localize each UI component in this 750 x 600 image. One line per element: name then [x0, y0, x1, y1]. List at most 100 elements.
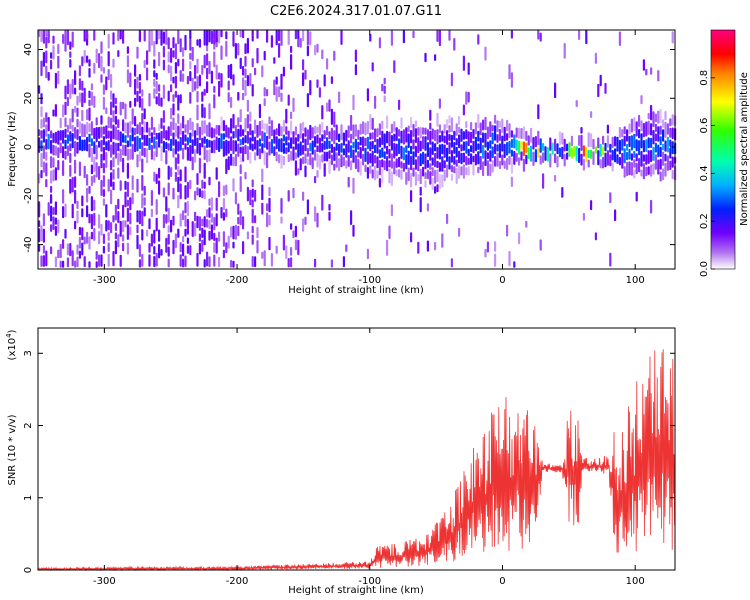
heatmap-cell	[213, 51, 216, 68]
colorbar-tick-label: 0.2	[699, 213, 710, 229]
heatmap-cell	[38, 244, 41, 252]
heatmap-cell	[122, 220, 125, 233]
heatmap-cell	[196, 173, 199, 185]
heatmap-cell	[66, 134, 69, 144]
heatmap-cell	[148, 41, 151, 52]
heatmap-cell	[458, 227, 461, 237]
heatmap-cell	[431, 141, 434, 155]
heatmap-cell	[285, 136, 288, 146]
heatmap-cell	[210, 213, 213, 223]
heatmap-cell	[234, 125, 237, 138]
snr-scale-exponent: 4	[5, 333, 13, 338]
heatmap-cell	[628, 161, 631, 176]
heatmap-cell	[323, 151, 326, 162]
heatmap-cell	[470, 153, 473, 165]
heatmap-cell	[393, 60, 396, 73]
heatmap-cell	[503, 126, 506, 142]
heatmap-cell	[69, 143, 72, 152]
heatmap-cell	[369, 33, 372, 42]
heatmap-cell	[225, 31, 228, 40]
heatmap-cell	[520, 151, 523, 161]
heatmap-cell	[614, 209, 617, 222]
heatmap-cell	[251, 188, 254, 198]
heatmap-cell	[227, 80, 230, 91]
heatmap-cell	[311, 127, 314, 139]
heatmap-cell	[230, 63, 233, 80]
heatmap-cell	[316, 79, 319, 88]
heatmap-cell	[443, 144, 446, 158]
heatmap-cell	[390, 135, 393, 151]
heatmap-cell	[230, 118, 233, 134]
heatmap-cell	[371, 150, 374, 167]
heatmap-cell	[412, 124, 415, 137]
heatmap-cell	[400, 161, 403, 169]
heatmap-cell	[402, 162, 405, 172]
heatmap-cell	[254, 256, 257, 268]
heatmap-cell	[167, 234, 170, 245]
heatmap-cell	[232, 260, 235, 268]
heatmap-cell	[290, 120, 293, 135]
heatmap-cell	[225, 139, 228, 156]
heatmap-cell	[59, 117, 62, 129]
heatmap-cell	[561, 146, 564, 160]
heatmap-cell	[489, 140, 492, 149]
heatmap-cell	[59, 130, 62, 141]
heatmap-cell	[246, 114, 249, 129]
heatmap-cell	[537, 147, 540, 158]
heatmap-cell	[62, 239, 65, 249]
heatmap-cell	[141, 175, 144, 191]
heatmap-cell	[592, 138, 595, 150]
heatmap-cell	[650, 199, 653, 214]
heatmap-cell	[342, 256, 345, 268]
heatmap-cell	[155, 96, 158, 105]
heatmap-cell	[76, 244, 79, 255]
heatmap-cell	[273, 79, 276, 96]
heatmap-cell	[158, 92, 161, 106]
heatmap-cell	[83, 49, 86, 64]
heatmap-cell	[328, 131, 331, 140]
heatmap-cell	[390, 204, 393, 217]
heatmap-cell	[215, 197, 218, 211]
heatmap-cell	[179, 254, 182, 267]
heatmap-cell	[117, 211, 120, 223]
heatmap-cell	[671, 31, 674, 44]
heatmap-cell	[412, 30, 415, 39]
heatmap-cell	[131, 175, 134, 190]
heatmap-cell	[170, 65, 173, 82]
heatmap-cell	[268, 141, 271, 156]
heatmap-cell	[309, 142, 312, 152]
heatmap-cell	[642, 140, 645, 153]
heatmap-cell	[366, 136, 369, 150]
heatmap-cell	[278, 86, 281, 98]
heatmap-cell	[422, 136, 425, 150]
heatmap-cell	[666, 155, 669, 171]
heatmap-cell	[460, 144, 463, 152]
heatmap-cell	[582, 212, 585, 221]
heatmap-cell	[443, 160, 446, 169]
heatmap-cell	[532, 151, 535, 166]
heatmap-cell	[177, 113, 180, 124]
heatmap-cell	[203, 216, 206, 228]
heatmap-cell	[376, 128, 379, 138]
heatmap-cell	[64, 30, 67, 42]
heatmap-cell	[258, 103, 261, 119]
heatmap-cell	[189, 52, 192, 60]
heatmap-cell	[131, 143, 134, 160]
heatmap-cell	[282, 142, 285, 154]
heatmap-cell	[239, 146, 242, 154]
heatmap-cell	[604, 142, 607, 152]
heatmap-cell	[282, 66, 285, 77]
heatmap-cell	[227, 140, 230, 154]
heatmap-cell	[402, 30, 405, 44]
heatmap-cell	[287, 30, 290, 45]
heatmap-cell	[554, 153, 557, 164]
heatmap-cell	[117, 167, 120, 179]
heatmap-cell	[186, 218, 189, 235]
heatmap-cell	[126, 242, 129, 255]
heatmap-cell	[671, 127, 674, 140]
heatmap-cell	[518, 157, 521, 166]
heatmap-cell	[407, 150, 410, 165]
heatmap-cell	[426, 203, 429, 212]
heatmap-cell	[52, 169, 55, 182]
heatmap-cell	[102, 136, 105, 146]
